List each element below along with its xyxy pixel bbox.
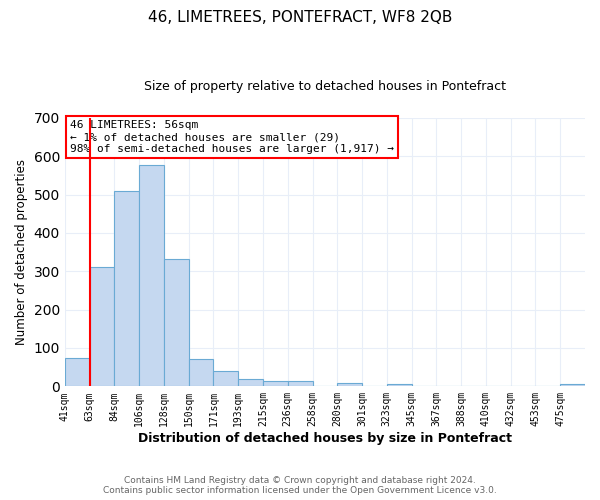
Bar — [263, 380, 288, 386]
Text: Contains HM Land Registry data © Crown copyright and database right 2024.
Contai: Contains HM Land Registry data © Crown c… — [103, 476, 497, 495]
Bar — [65, 358, 89, 386]
Bar — [89, 266, 115, 386]
Bar — [214, 371, 238, 386]
Bar — [387, 384, 412, 386]
Y-axis label: Number of detached properties: Number of detached properties — [15, 159, 28, 345]
Title: Size of property relative to detached houses in Pontefract: Size of property relative to detached ho… — [144, 80, 506, 93]
Bar — [337, 384, 362, 386]
Bar — [115, 190, 139, 386]
X-axis label: Distribution of detached houses by size in Pontefract: Distribution of detached houses by size … — [138, 432, 512, 445]
Bar — [238, 378, 263, 386]
Bar — [139, 164, 164, 386]
Text: 46, LIMETREES, PONTEFRACT, WF8 2QB: 46, LIMETREES, PONTEFRACT, WF8 2QB — [148, 10, 452, 25]
Bar — [288, 382, 313, 386]
Bar — [188, 360, 214, 386]
Bar — [164, 258, 188, 386]
Bar — [560, 384, 585, 386]
Text: 46 LIMETREES: 56sqm
← 1% of detached houses are smaller (29)
98% of semi-detache: 46 LIMETREES: 56sqm ← 1% of detached hou… — [70, 120, 394, 154]
